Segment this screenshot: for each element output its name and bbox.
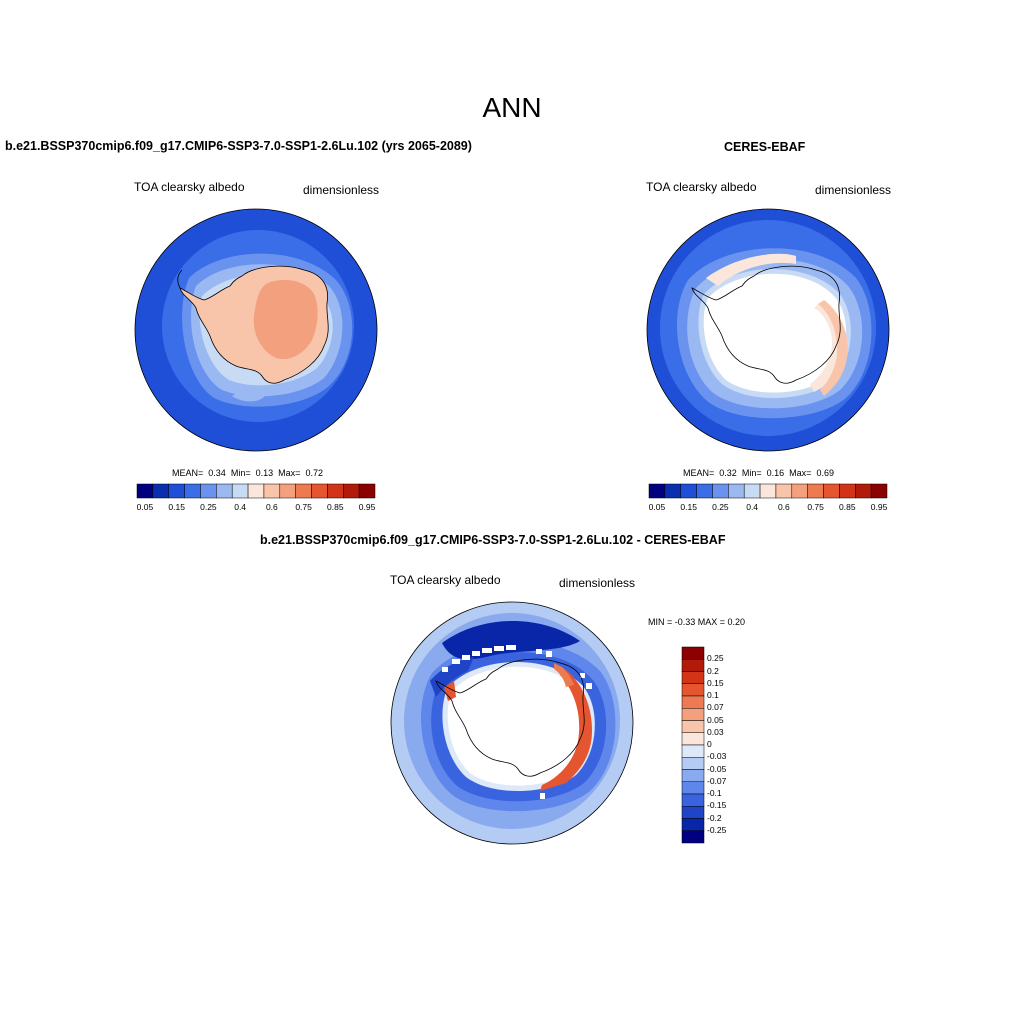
diff-colorbar-swatch — [681, 720, 705, 733]
diff-units-label: dimensionless — [559, 576, 636, 590]
colorbar-swatch — [855, 483, 872, 499]
diff-colorbar-swatch — [681, 781, 705, 795]
diff-colorbar-swatch — [681, 659, 705, 672]
colorbar-swatch — [696, 483, 713, 499]
colorbar-swatch — [791, 483, 808, 499]
colorbar-label: 0.95 — [358, 502, 376, 512]
colorbar-label: 0.05 — [136, 502, 154, 512]
colorbar-swatch — [823, 483, 840, 499]
colorbar-swatch — [759, 483, 777, 499]
diff-colorbar-label: 0.15 — [707, 677, 724, 688]
colorbar-swatch — [775, 483, 793, 499]
colorbar-swatch — [327, 483, 344, 499]
colorbar-swatch — [231, 483, 249, 499]
diff-colorbar-label: -0.05 — [707, 763, 727, 774]
colorbar-swatch — [295, 483, 312, 499]
colorbar-label: 0.85 — [839, 502, 856, 512]
colorbar-swatch — [358, 483, 376, 499]
obs-units-label: dimensionless — [815, 183, 892, 197]
page-title: ANN — [482, 92, 542, 123]
diff-polar-map — [390, 601, 634, 845]
colorbar-label: 0.4 — [746, 502, 759, 512]
colorbar-swatch — [311, 483, 328, 499]
diff-colorbar-label: -0.25 — [707, 824, 727, 835]
obs-stats: MEAN= 0.32 Min= 0.16 Max= 0.69 — [683, 468, 834, 478]
diff-colorbar-label: -0.03 — [707, 751, 727, 762]
colorbar-swatch — [216, 483, 233, 499]
diff-colorbar-swatch — [681, 830, 705, 844]
colorbar-label: 0.6 — [265, 502, 278, 512]
diff-colorbar-label: -0.07 — [707, 775, 727, 786]
colorbar-swatch — [839, 483, 856, 499]
colorbar-swatch — [200, 483, 217, 499]
diff-colorbar-label: 0 — [707, 739, 712, 749]
colorbar-label: 0.15 — [680, 502, 697, 512]
colorbar-label: 0.25 — [200, 502, 217, 512]
model-stats: MEAN= 0.34 Min= 0.13 Max= 0.72 — [172, 468, 323, 478]
diff-colorbar-label: -0.15 — [707, 800, 727, 811]
colorbar-swatch — [136, 483, 154, 499]
diff-colorbar — [681, 646, 705, 844]
diff-colorbar-swatch — [681, 732, 705, 746]
diff-stats: MIN = -0.33 MAX = 0.20 — [648, 617, 746, 627]
model-colorbar — [136, 483, 376, 499]
diff-colorbar-swatch — [681, 708, 705, 721]
colorbar-label: 0.75 — [295, 502, 312, 512]
colorbar-swatch — [247, 483, 265, 499]
colorbar-label: 0.95 — [870, 502, 888, 512]
obs-polar-map — [646, 208, 890, 452]
diff-colorbar-label: 0.03 — [707, 726, 724, 737]
diff-variable-label: TOA clearsky albedo — [390, 573, 501, 587]
colorbar-label: 0.75 — [807, 502, 824, 512]
obs-variable-label: TOA clearsky albedo — [646, 180, 757, 194]
colorbar-swatch — [712, 483, 729, 499]
colorbar-swatch — [168, 483, 185, 499]
diff-colorbar-swatch — [681, 695, 705, 709]
diff-colorbar-label: -0.1 — [707, 788, 722, 798]
diff-colorbar-swatch — [681, 683, 705, 697]
diff-colorbar-label: 0.05 — [707, 714, 724, 725]
colorbar-swatch — [279, 483, 296, 499]
diff-colorbar-swatch — [681, 671, 705, 684]
colorbar-label: 0.4 — [234, 502, 247, 512]
colorbar-label: 0.25 — [712, 502, 729, 512]
diff-colorbar-swatch — [681, 818, 705, 831]
colorbar-swatch — [743, 483, 761, 499]
diff-colorbar-label: 0.25 — [707, 653, 724, 664]
diff-colorbar-swatch — [681, 757, 705, 770]
diff-colorbar-swatch — [681, 744, 705, 758]
colorbar-label: 0.05 — [648, 502, 666, 512]
colorbar-swatch — [648, 483, 666, 499]
colorbar-swatch — [807, 483, 824, 499]
colorbar-swatch — [870, 483, 888, 499]
colorbar-label: 0.15 — [168, 502, 185, 512]
colorbar-swatch — [343, 483, 360, 499]
diff-colorbar-swatch — [681, 793, 705, 807]
model-variable-label: TOA clearsky albedo — [134, 180, 245, 194]
colorbar-swatch — [680, 483, 697, 499]
obs-colorbar — [648, 483, 888, 499]
colorbar-swatch — [263, 483, 281, 499]
diff-colorbar-label: 0.07 — [707, 702, 724, 713]
colorbar-swatch — [664, 483, 681, 499]
colorbar-label: 0.85 — [327, 502, 344, 512]
diff-colorbar-label: 0.1 — [707, 690, 719, 700]
obs-panel-title: CERES-EBAF — [724, 140, 806, 154]
diff-colorbar-label: 0.2 — [707, 665, 719, 676]
model-panel-title: b.e21.BSSP370cmip6.f09_g17.CMIP6-SSP3-7.… — [5, 139, 472, 153]
diff-colorbar-swatch — [681, 769, 705, 782]
diff-colorbar-label: -0.2 — [707, 812, 722, 823]
diff-panel-title: b.e21.BSSP370cmip6.f09_g17.CMIP6-SSP3-7.… — [260, 533, 726, 547]
model-units-label: dimensionless — [303, 183, 380, 197]
diff-colorbar-swatch — [681, 806, 705, 819]
model-polar-map — [134, 208, 378, 452]
colorbar-swatch — [152, 483, 169, 499]
colorbar-swatch — [184, 483, 201, 499]
colorbar-label: 0.6 — [777, 502, 790, 512]
colorbar-swatch — [728, 483, 745, 499]
diff-colorbar-swatch — [681, 646, 705, 660]
